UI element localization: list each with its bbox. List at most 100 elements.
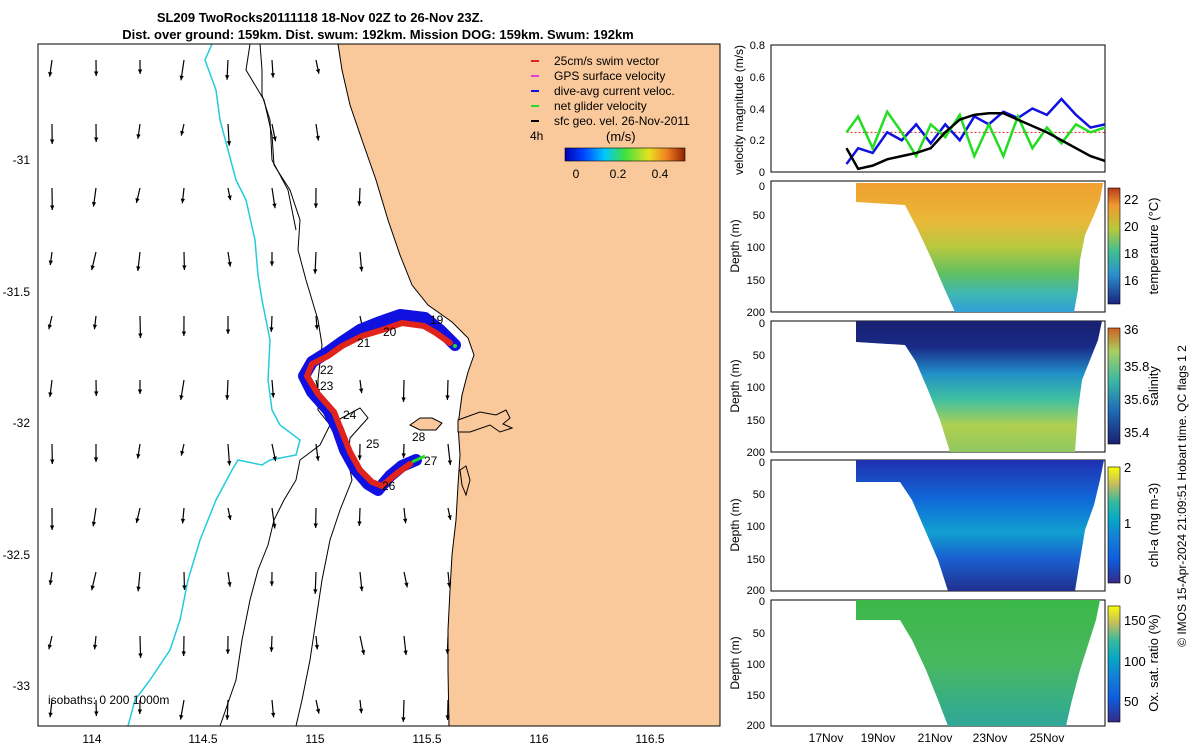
- lat-tick: -32.5: [3, 548, 31, 562]
- y-tick: 100: [747, 382, 765, 394]
- speed-colorbar: [564, 147, 686, 162]
- y-tick: 150: [747, 275, 765, 287]
- current-vector-head: [315, 708, 321, 714]
- lon-tick: 116.5: [635, 732, 664, 746]
- y-tick: 100: [747, 659, 765, 671]
- current-vector-head: [447, 515, 452, 520]
- current-vector-head: [227, 195, 232, 201]
- current-vector-head: [227, 515, 232, 521]
- day-label: 21: [357, 336, 371, 350]
- current-vector-head: [445, 715, 450, 720]
- current-vector-head: [48, 580, 53, 585]
- current-vector-head: [227, 582, 232, 587]
- current-vector-head: [446, 582, 452, 588]
- y-tick: 200: [747, 447, 765, 459]
- cb-title: Ox. sat. ratio (%): [1146, 614, 1161, 712]
- current-vector-head: [314, 324, 319, 330]
- legend-label: dive-avg current veloc.: [554, 84, 675, 98]
- current-vector-head: [50, 205, 55, 210]
- current-vector-head: [315, 135, 320, 141]
- series-line-sfc-geo-vel-26-nov-2011: [845, 112, 1106, 171]
- day-label: 23: [320, 379, 334, 393]
- oxygen-field: [856, 600, 1100, 726]
- current-vector-head: [225, 395, 230, 400]
- current-vector-head: [181, 331, 187, 336]
- current-vector-head: [136, 453, 141, 459]
- current-vector-head: [181, 651, 186, 656]
- y-tick: 150: [747, 690, 765, 702]
- current-vector-head: [225, 649, 231, 654]
- current-vector-head: [94, 711, 99, 716]
- cb-tick: 35.6: [1124, 392, 1149, 407]
- current-vector-head: [180, 450, 185, 456]
- series-line-net-glider-velocity: [845, 109, 1106, 160]
- cb-tick: 1: [1124, 516, 1131, 531]
- current-vector-head: [314, 644, 320, 650]
- y-tick: 150: [747, 554, 765, 566]
- date-axis: 17Nov 19Nov 21Nov 23Nov 25Nov: [809, 731, 1065, 745]
- current-vector-head: [313, 589, 318, 594]
- cb-tick: 20: [1124, 219, 1138, 234]
- velocity-axes: [770, 44, 1106, 173]
- cb-tick: 22: [1124, 192, 1138, 207]
- current-vector-head: [137, 709, 143, 714]
- current-vector-head: [403, 518, 408, 524]
- colorbar-tick: 0: [573, 167, 580, 181]
- map-lat-ticks: -31 -31.5 -32 -32.5 -33: [3, 153, 31, 693]
- land-area: [337, 44, 720, 726]
- current-vector-head: [357, 455, 362, 460]
- current-vector-head: [315, 456, 320, 461]
- current-vector-head: [270, 392, 276, 398]
- current-vector-head: [315, 68, 321, 74]
- date-tick: 21Nov: [918, 731, 953, 745]
- current-vector-head: [447, 460, 453, 465]
- current-vector-head: [401, 453, 406, 458]
- current-vector-head: [225, 75, 230, 80]
- current-vector-head: [135, 197, 140, 203]
- temperature-colorbar: [1107, 187, 1121, 305]
- cb-title: temperature (°C): [1146, 198, 1161, 295]
- cb-tick: 16: [1124, 273, 1138, 288]
- y-tick: 50: [753, 210, 765, 222]
- current-vector-head: [47, 324, 53, 330]
- current-vector-head: [135, 518, 140, 523]
- current-vector-head: [357, 201, 362, 206]
- cb-tick: 50: [1124, 694, 1138, 709]
- y-tick: 0.6: [750, 72, 765, 84]
- y-tick: 50: [753, 489, 765, 501]
- map-frame: [37, 43, 721, 727]
- cb-tick: 100: [1124, 654, 1146, 669]
- lon-tick: 114: [82, 732, 101, 746]
- colorbar-tick-labels: 22 20 18 16 36 35.8 35.6 35.4 2 1 0 150 …: [1124, 192, 1149, 709]
- cb-tick: 35.4: [1124, 425, 1149, 440]
- track-start-marker: [453, 344, 457, 348]
- velocity-yticks: 0.8 0.6 0.4 0.2 0: [750, 40, 765, 179]
- current-vector-head: [136, 134, 141, 139]
- current-vector-head: [93, 137, 99, 142]
- legend-label: GPS surface velocity: [554, 69, 665, 83]
- current-vector-head: [136, 266, 141, 272]
- colorbar-tick: 0.2: [610, 167, 627, 181]
- current-vector-field: [47, 59, 453, 722]
- y-tick: 0.2: [750, 135, 765, 147]
- day-label: 24: [343, 408, 357, 422]
- current-vector-head: [313, 269, 318, 274]
- current-vector-head: [179, 75, 184, 81]
- day-label: 22: [320, 363, 334, 377]
- current-vector-head: [94, 391, 99, 396]
- current-vector-head: [270, 73, 276, 78]
- y-tick: 50: [753, 350, 765, 362]
- net-velocity-end: [411, 454, 426, 464]
- isobath-label: isobaths: 0 200 1000m: [48, 693, 169, 707]
- current-vector-head: [269, 327, 274, 332]
- current-vector-head: [360, 649, 366, 655]
- depth-ticks: 0 50 100 150 200 0 50 100 150 200 0 50 1…: [747, 181, 765, 732]
- current-vector-head: [272, 456, 277, 462]
- current-vector-head: [182, 585, 187, 590]
- current-vector-head: [91, 201, 97, 207]
- depth-label: Depth (m): [728, 359, 742, 412]
- cb-tick: 18: [1124, 246, 1138, 261]
- current-vector-head: [180, 130, 185, 136]
- dive-avg-band: [298, 309, 461, 496]
